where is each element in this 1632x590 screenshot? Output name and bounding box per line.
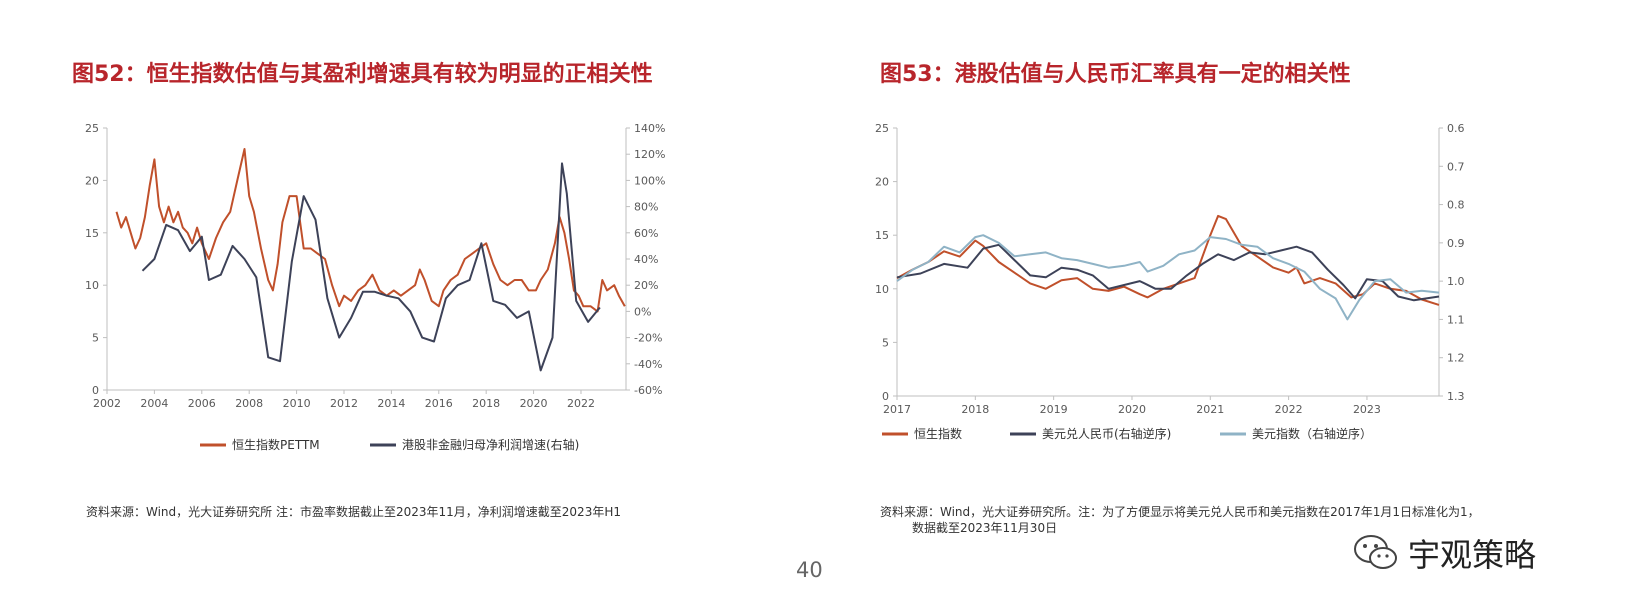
- legend-label-2: 美元指数（右轴逆序）: [1252, 426, 1372, 441]
- legend-label-1: 港股非金融归母净利润增速(右轴): [402, 437, 579, 452]
- x-tick-label: 2012: [330, 397, 358, 410]
- series-line-1: [896, 243, 1440, 302]
- y-tick-label-right: 1.3: [1447, 390, 1465, 403]
- y-tick-label-right: 0.6: [1447, 122, 1465, 135]
- y-tick-label-right: 100%: [634, 174, 665, 187]
- y-tick-label-left: 0: [882, 390, 889, 403]
- y-tick-label-right: -40%: [634, 358, 662, 371]
- y-tick-label-right: -60%: [634, 384, 662, 397]
- y-tick-label-left: 20: [85, 174, 99, 187]
- y-tick-label-right: 140%: [634, 122, 665, 135]
- x-tick-label: 2014: [377, 397, 405, 410]
- series-line-0: [896, 214, 1440, 306]
- page-number: 40: [796, 558, 823, 582]
- x-tick-label: 2023: [1353, 403, 1381, 416]
- right-chart: 0 5 10 15 20 25 0.6 0.7 0.8 0.9 1.0 1.1 1.2 1.3 2017 20…: [875, 122, 1465, 441]
- right-source-note: 资料来源：Wind，光大证券研究所。注：为了方便显示将美元兑人民币和美元指数在2…: [880, 505, 1480, 519]
- y-tick-label-left: 5: [882, 336, 889, 349]
- x-tick-label: 2017: [883, 403, 911, 416]
- left-source-note: 资料来源：Wind，光大证券研究所 注：市盈率数据截止至2023年11月，净利润…: [86, 505, 621, 519]
- x-tick-label: 2006: [188, 397, 216, 410]
- y-tick-label-left: 20: [875, 176, 889, 189]
- logo: 宇观策略: [1352, 530, 1536, 576]
- left-chart: 0 5 10 15 20 25 -60% -40% -20% 0% 20% 40% 60% 80% 100%…: [85, 122, 665, 452]
- x-tick-label: 2020: [520, 397, 548, 410]
- x-tick-label: 2019: [1040, 403, 1068, 416]
- y-tick-label-right: -20%: [634, 332, 662, 345]
- y-tick-label-left: 0: [92, 384, 99, 397]
- y-tick-label-right: 0.7: [1447, 160, 1465, 173]
- x-tick-label: 2022: [567, 397, 595, 410]
- y-tick-label-right: 80%: [634, 201, 658, 214]
- legend-label-1: 美元兑人民币(右轴逆序): [1042, 426, 1171, 441]
- y-tick-label-right: 40%: [634, 253, 658, 266]
- x-tick-label: 2010: [283, 397, 311, 410]
- x-tick-label: 2004: [140, 397, 168, 410]
- y-tick-label-left: 15: [875, 229, 889, 242]
- legend-label-0: 恒生指数PETTM: [232, 437, 320, 452]
- y-tick-label-right: 0.8: [1447, 199, 1465, 212]
- x-tick-label: 2018: [472, 397, 500, 410]
- y-tick-label-left: 25: [85, 122, 99, 135]
- y-tick-label-left: 25: [875, 122, 889, 135]
- series-line-2: [896, 234, 1440, 321]
- y-tick-label-right: 1.1: [1447, 313, 1465, 326]
- right-chart-title: 图53：港股估值与人民币汇率具有一定的相关性: [880, 62, 1351, 87]
- y-tick-label-left: 5: [92, 332, 99, 345]
- x-tick-label: 2021: [1196, 403, 1224, 416]
- x-tick-label: 2002: [93, 397, 121, 410]
- series-line-0: [115, 148, 626, 313]
- right-source-note-line2: 数据截至2023年11月30日: [912, 521, 1058, 535]
- x-tick-label: 2008: [235, 397, 263, 410]
- y-tick-label-left: 10: [85, 279, 99, 292]
- y-tick-label-right: 60%: [634, 227, 658, 240]
- y-tick-label-right: 1.0: [1447, 275, 1465, 288]
- y-tick-label-left: 10: [875, 283, 889, 296]
- x-tick-label: 2018: [961, 403, 989, 416]
- logo-text: 宇观策略: [1408, 536, 1537, 574]
- y-tick-label-right: 0%: [634, 305, 651, 318]
- legend-label-0: 恒生指数: [914, 426, 962, 441]
- y-tick-label-right: 0.9: [1447, 237, 1465, 250]
- x-tick-label: 2016: [425, 397, 453, 410]
- x-tick-label: 2020: [1118, 403, 1146, 416]
- y-tick-label-left: 15: [85, 227, 99, 240]
- left-chart-title: 图52：恒生指数估值与其盈利增速具有较为明显的正相关性: [72, 62, 653, 87]
- wechat-icon: [1354, 535, 1397, 569]
- y-tick-label-right: 20%: [634, 279, 658, 292]
- x-tick-label: 2022: [1275, 403, 1303, 416]
- series-line-1: [141, 162, 601, 372]
- y-tick-label-right: 120%: [634, 148, 665, 161]
- y-tick-label-right: 1.2: [1447, 352, 1465, 365]
